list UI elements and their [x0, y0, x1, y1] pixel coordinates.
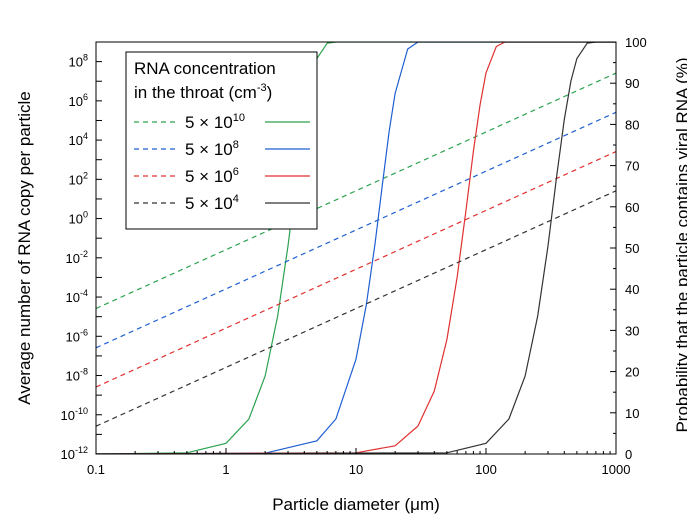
- legend-title-end: ): [267, 83, 273, 102]
- legend-entry-base: 5 × 10: [185, 167, 233, 186]
- y-left-tick-label: 104: [69, 131, 88, 148]
- y-left-tick-base: 10: [69, 94, 83, 109]
- y-right-tick-label: 80: [625, 117, 639, 132]
- legend-entry-label: 5 × 104: [185, 193, 239, 213]
- x-tick-label: 10: [349, 462, 363, 477]
- y-left-tick-exp: 6: [83, 92, 88, 102]
- y-right-tick-label: 100: [625, 35, 647, 50]
- y-left-tick-label: 108: [69, 53, 88, 70]
- y-left-tick-base: 10: [69, 172, 83, 187]
- legend-entry-base: 5 × 10: [185, 140, 233, 159]
- y-right-tick-label: 40: [625, 282, 639, 297]
- series-2-probability-line: [96, 42, 616, 454]
- y-axis-left-title: Average number of RNA copy per particle: [15, 91, 34, 404]
- legend-entry-exp: 8: [233, 139, 239, 151]
- y-left-tick-base: 10: [66, 251, 80, 266]
- legend-entry-label: 5 × 106: [185, 166, 239, 186]
- legend-title-main: in the throat (cm: [134, 83, 257, 102]
- y-right-tick-label: 90: [625, 76, 639, 91]
- y-left-tick-exp: -2: [80, 249, 88, 259]
- y-left-tick-exp: 2: [83, 170, 88, 180]
- y-left-tick-base: 10: [66, 369, 80, 384]
- legend-box: [125, 51, 318, 230]
- y-left-tick-exp: 4: [83, 131, 88, 141]
- legend-entry-base: 5 × 10: [185, 113, 233, 132]
- y-left-tick-exp: 0: [83, 210, 88, 220]
- y-left-tick-exp: 8: [83, 53, 88, 63]
- y-left-tick-label: 106: [69, 92, 88, 109]
- legend: RNA concentration in the throat (cm-3) 5…: [125, 51, 318, 230]
- legend-entry-base: 5 × 10: [185, 194, 233, 213]
- y-right-tick-label: 20: [625, 365, 639, 380]
- y-left-tick-base: 10: [61, 408, 75, 423]
- y-left-tick-base: 10: [69, 133, 83, 148]
- y-left-tick-base: 10: [66, 329, 80, 344]
- series-3-probability-line: [96, 42, 616, 454]
- y-right-tick-label: 10: [625, 406, 639, 421]
- y-left-tick-label: 10-2: [66, 249, 88, 266]
- x-tick-label: 1000: [602, 462, 631, 477]
- x-tick-label: 1: [222, 462, 229, 477]
- y-left-tick-exp: -4: [80, 288, 88, 298]
- legend-title-sup: -3: [257, 82, 267, 94]
- y-left-tick-exp: -8: [80, 367, 88, 377]
- legend-entry-exp: 4: [233, 193, 239, 205]
- y-left-tick-base: 10: [69, 55, 83, 70]
- y-right-tick-label: 70: [625, 159, 639, 174]
- y-left-tick-base: 10: [61, 447, 75, 462]
- y-left-tick-base: 10: [69, 212, 83, 227]
- legend-entry-exp: 6: [233, 166, 239, 178]
- y-right-tick-label: 60: [625, 200, 639, 215]
- y-right-tick-label: 0: [625, 447, 632, 462]
- series-1-probability-line: [96, 42, 616, 454]
- legend-entry-exp: 10: [233, 112, 245, 124]
- series-0-probability-line: [96, 42, 616, 454]
- y-left-tick-base: 10: [66, 290, 80, 305]
- legend-entry-label: 5 × 1010: [185, 112, 245, 132]
- x-axis-title: Particle diameter (μm): [272, 495, 440, 514]
- y-left-tick-label: 102: [69, 170, 88, 187]
- y-left-tick-exp: -10: [75, 406, 88, 416]
- y-left-tick-exp: -12: [75, 445, 88, 455]
- y-left-tick-label: 10-6: [66, 327, 88, 344]
- legend-entry-label: 5 × 108: [185, 139, 239, 159]
- y-left-tick-label: 10-12: [61, 445, 88, 462]
- x-tick-label: 0.1: [87, 462, 105, 477]
- y-right-tick-label: 30: [625, 323, 639, 338]
- y-left-tick-exp: -6: [80, 327, 88, 337]
- y-left-tick-label: 100: [69, 210, 88, 227]
- y-left-tick-label: 10-8: [66, 367, 88, 384]
- legend-title-line1: RNA concentration: [134, 59, 276, 78]
- y-right-tick-label: 50: [625, 241, 639, 256]
- y-left-tick-label: 10-10: [61, 406, 88, 423]
- y-left-tick-label: 10-4: [66, 288, 88, 305]
- y-axis-right-title: Probability that the particle contains v…: [673, 57, 687, 432]
- x-tick-label: 100: [475, 462, 497, 477]
- legend-title-line2: in the throat (cm-3): [134, 82, 272, 102]
